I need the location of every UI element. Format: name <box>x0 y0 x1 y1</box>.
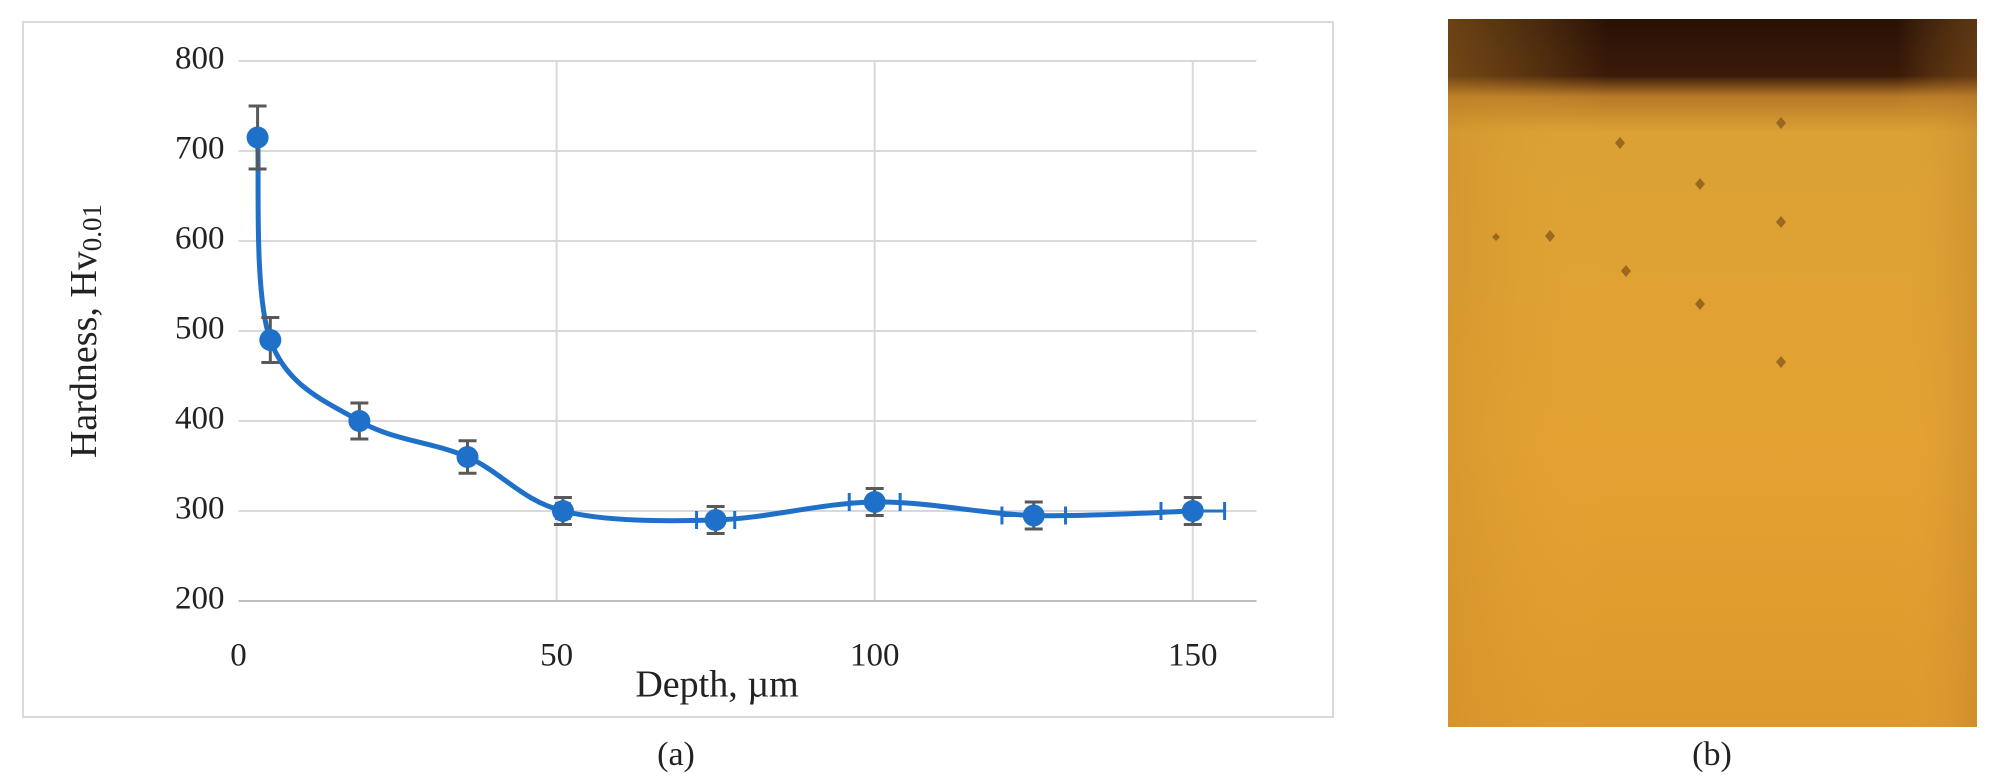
indents <box>1492 117 1786 368</box>
micrograph <box>1448 19 1977 727</box>
y-tick-label: 200 <box>175 581 225 617</box>
data-point <box>259 329 282 351</box>
x-axis-title: Depth, µm <box>635 664 798 706</box>
data-point <box>1181 500 1204 522</box>
y-axis-title-main: Hardness, Hv <box>63 251 105 458</box>
plot-area: 200 300 400 500 600 700 800 0 50 100 150 <box>175 41 1257 674</box>
data-point <box>551 500 574 522</box>
y-axis-title-subscript: 0.01 <box>77 204 107 251</box>
data-point <box>1022 504 1045 527</box>
data-point <box>456 446 479 468</box>
micrograph-shading <box>1448 19 1977 727</box>
caption-a: (a) <box>657 736 695 773</box>
data-point <box>704 509 727 531</box>
y-tick-label: 500 <box>175 311 225 347</box>
y-tick-label: 400 <box>175 401 225 437</box>
data-point <box>863 491 886 513</box>
y-tick-label: 800 <box>175 41 225 77</box>
x-tick-label: 50 <box>540 638 573 674</box>
x-tick-label: 100 <box>850 638 900 674</box>
y-tick-label: 600 <box>175 221 225 257</box>
y-tick-label: 300 <box>175 491 225 527</box>
y-axis-title: Hardness, Hv0.01 <box>63 204 107 458</box>
x-tick-label: 0 <box>230 638 247 674</box>
data-point <box>348 410 371 432</box>
data-point <box>246 126 269 149</box>
y-tick-label: 700 <box>175 131 225 167</box>
x-tick-label: 150 <box>1168 638 1218 674</box>
caption-b: (b) <box>1692 736 1732 773</box>
